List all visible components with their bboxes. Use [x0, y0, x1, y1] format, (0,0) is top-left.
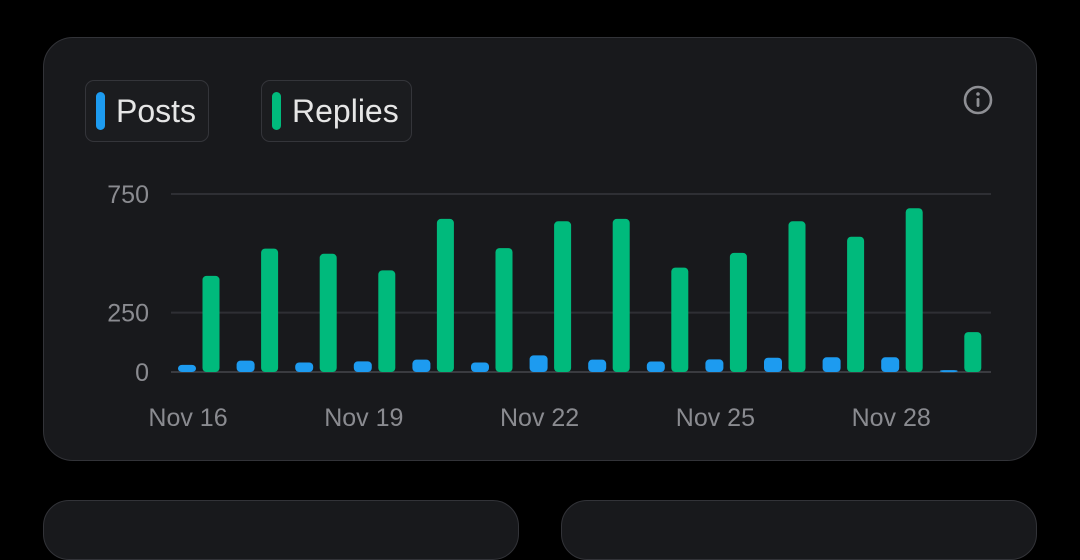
legend-replies[interactable]: Replies [261, 80, 412, 142]
bar-replies[interactable] [554, 221, 572, 372]
bar-replies[interactable] [729, 252, 747, 372]
legend-replies-label: Replies [292, 93, 399, 129]
bar-posts[interactable] [881, 357, 900, 372]
y-tick-label: 750 [107, 181, 149, 209]
x-tick-label: Nov 22 [500, 404, 579, 432]
x-tick-label: Nov 28 [852, 404, 931, 432]
x-tick-label: Nov 19 [324, 404, 403, 432]
bar-posts[interactable] [471, 362, 489, 372]
next-card-right [561, 500, 1037, 560]
bar-posts[interactable] [412, 359, 431, 372]
chart-card: Posts Replies 0 250 750 Nov 16 Nov 19 Nov 22 N… [43, 37, 1037, 461]
legend-replies-swatch [272, 92, 281, 130]
legend-posts-swatch [96, 92, 105, 130]
bar-posts[interactable] [939, 370, 958, 373]
bar-posts[interactable] [705, 359, 724, 372]
bar-replies[interactable] [202, 275, 220, 372]
bar-replies[interactable] [495, 248, 513, 372]
bar-posts[interactable] [588, 359, 607, 372]
next-card-left [43, 500, 519, 560]
bar-replies[interactable] [378, 270, 396, 372]
bar-replies[interactable] [905, 208, 923, 372]
bar-posts[interactable] [822, 357, 841, 372]
bar-posts[interactable] [646, 361, 665, 372]
bar-posts[interactable] [295, 362, 314, 372]
legend-posts[interactable]: Posts [85, 80, 210, 142]
x-tick-label: Nov 25 [676, 404, 755, 432]
bar-replies[interactable] [788, 221, 806, 372]
bar-replies[interactable] [436, 218, 454, 372]
y-tick-label: 250 [107, 300, 149, 328]
legend-posts-label: Posts [116, 93, 197, 129]
x-tick-label: Nov 16 [148, 404, 227, 432]
bar-posts[interactable] [764, 357, 782, 372]
bar-chart: 0 250 750 Nov 16 Nov 19 Nov 22 Nov 25 Nov 28 [107, 181, 991, 432]
y-tick-label: 0 [135, 359, 149, 387]
bar-posts[interactable] [236, 360, 255, 372]
bar-posts[interactable] [178, 364, 196, 372]
bar-replies[interactable] [261, 248, 279, 372]
info-icon[interactable] [962, 84, 994, 116]
bar-posts[interactable] [353, 361, 372, 372]
bar-posts[interactable] [529, 355, 548, 372]
bar-replies[interactable] [847, 236, 865, 372]
bar-replies[interactable] [319, 253, 337, 372]
bar-replies[interactable] [612, 218, 630, 372]
bar-replies[interactable] [964, 332, 982, 372]
bar-replies[interactable] [671, 267, 689, 372]
